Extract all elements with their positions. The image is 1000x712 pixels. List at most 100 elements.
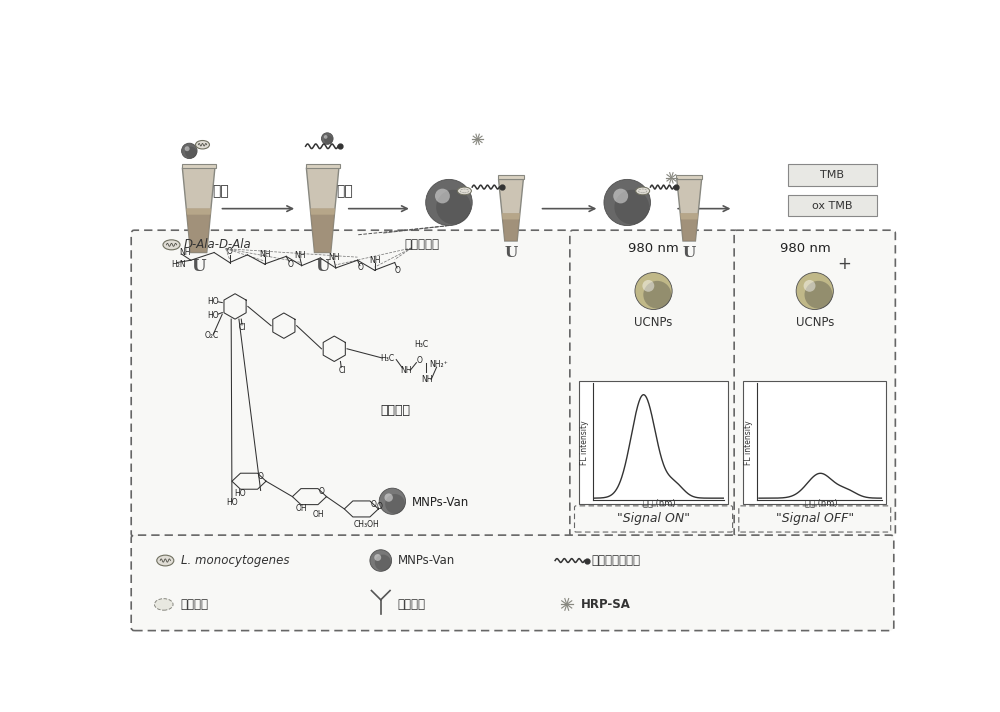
Circle shape: [426, 179, 472, 226]
Text: O: O: [318, 488, 324, 496]
Circle shape: [370, 550, 392, 571]
Text: 生物素化适配体: 生物素化适配体: [592, 554, 641, 567]
Text: NH: NH: [259, 250, 270, 258]
Text: FL intensity: FL intensity: [744, 420, 753, 465]
Text: NH: NH: [369, 256, 380, 265]
Circle shape: [185, 146, 190, 151]
Circle shape: [185, 147, 197, 158]
Circle shape: [379, 488, 406, 514]
Text: HO: HO: [226, 498, 238, 507]
Circle shape: [385, 494, 405, 513]
Ellipse shape: [157, 555, 174, 566]
FancyBboxPatch shape: [131, 535, 894, 631]
Text: NH: NH: [294, 251, 306, 260]
Circle shape: [805, 281, 832, 308]
Text: H₂N: H₂N: [171, 260, 186, 268]
Text: OH: OH: [313, 510, 325, 519]
Text: HO: HO: [208, 298, 219, 306]
Bar: [182, 164, 216, 168]
Circle shape: [182, 143, 197, 159]
Text: NH: NH: [179, 248, 190, 257]
Text: 万古霉素: 万古霉素: [381, 404, 411, 417]
Polygon shape: [502, 214, 520, 219]
Circle shape: [796, 273, 833, 310]
Text: 980 nm: 980 nm: [780, 242, 831, 255]
Text: UCNPs: UCNPs: [634, 316, 673, 329]
Bar: [743, 381, 886, 504]
Text: FL intensity: FL intensity: [580, 420, 589, 465]
Bar: [676, 175, 702, 179]
Text: NH₂⁺: NH₂⁺: [430, 360, 448, 369]
Polygon shape: [502, 214, 520, 241]
Text: 万古霉素: 万古霉素: [398, 598, 426, 611]
Text: 细菌细胞壁: 细菌细胞壁: [404, 239, 439, 251]
Circle shape: [643, 281, 671, 308]
FancyBboxPatch shape: [734, 230, 895, 537]
Text: UCNPs: UCNPs: [796, 316, 834, 329]
Circle shape: [604, 179, 650, 226]
Ellipse shape: [154, 599, 173, 610]
Text: "Signal ON": "Signal ON": [617, 513, 690, 525]
Text: O: O: [417, 356, 422, 365]
Text: O₂C: O₂C: [205, 331, 219, 340]
Text: O: O: [370, 500, 376, 509]
Circle shape: [635, 273, 672, 310]
Text: HO: HO: [234, 489, 246, 498]
Text: CH₃OH: CH₃OH: [354, 520, 380, 529]
Bar: [498, 175, 524, 179]
Text: "Signal OFF": "Signal OFF": [776, 513, 854, 525]
Circle shape: [613, 189, 628, 204]
Polygon shape: [186, 209, 211, 214]
Text: O: O: [395, 266, 401, 275]
Text: HRP-SA: HRP-SA: [581, 598, 631, 611]
Text: +: +: [837, 255, 851, 273]
FancyBboxPatch shape: [574, 506, 733, 532]
Polygon shape: [677, 179, 702, 241]
Polygon shape: [182, 168, 215, 253]
Ellipse shape: [196, 140, 209, 149]
Text: NH: NH: [422, 375, 433, 384]
Bar: [788, 164, 877, 186]
Circle shape: [324, 135, 333, 144]
Circle shape: [435, 189, 450, 204]
Circle shape: [321, 133, 333, 145]
Polygon shape: [310, 209, 335, 253]
Text: 非目标菌: 非目标菌: [181, 598, 209, 611]
FancyBboxPatch shape: [570, 230, 737, 537]
Text: D-Ala-D-Ala: D-Ala-D-Ala: [184, 239, 252, 251]
Polygon shape: [680, 214, 698, 241]
Text: O: O: [376, 502, 382, 511]
Bar: [579, 381, 728, 504]
Text: 孵育: 孵育: [336, 184, 353, 198]
Ellipse shape: [457, 187, 471, 195]
Bar: [788, 195, 877, 216]
Polygon shape: [310, 209, 335, 214]
Text: U: U: [315, 258, 330, 275]
Circle shape: [642, 280, 654, 292]
Text: U: U: [683, 246, 696, 260]
Text: Cl: Cl: [239, 323, 247, 333]
Text: O: O: [227, 247, 233, 256]
Text: HO: HO: [208, 311, 219, 320]
Text: NH: NH: [400, 366, 411, 375]
Circle shape: [324, 135, 328, 139]
Text: U: U: [504, 246, 518, 260]
Circle shape: [374, 554, 381, 561]
Text: TMB: TMB: [820, 169, 844, 179]
Circle shape: [375, 555, 391, 571]
Polygon shape: [306, 168, 339, 253]
Text: Cl: Cl: [338, 366, 346, 375]
Text: 波长 (nm): 波长 (nm): [805, 498, 837, 508]
Ellipse shape: [163, 240, 180, 250]
Text: L. monocytogenes: L. monocytogenes: [181, 554, 289, 567]
Text: MNPs-Van: MNPs-Van: [412, 496, 469, 509]
Text: H₃C: H₃C: [414, 340, 428, 350]
Text: U: U: [191, 258, 206, 275]
Polygon shape: [499, 179, 523, 241]
Bar: [306, 164, 340, 168]
Circle shape: [436, 190, 471, 224]
FancyBboxPatch shape: [131, 230, 571, 537]
Circle shape: [804, 280, 815, 292]
Text: O: O: [358, 263, 364, 273]
Polygon shape: [186, 209, 211, 253]
